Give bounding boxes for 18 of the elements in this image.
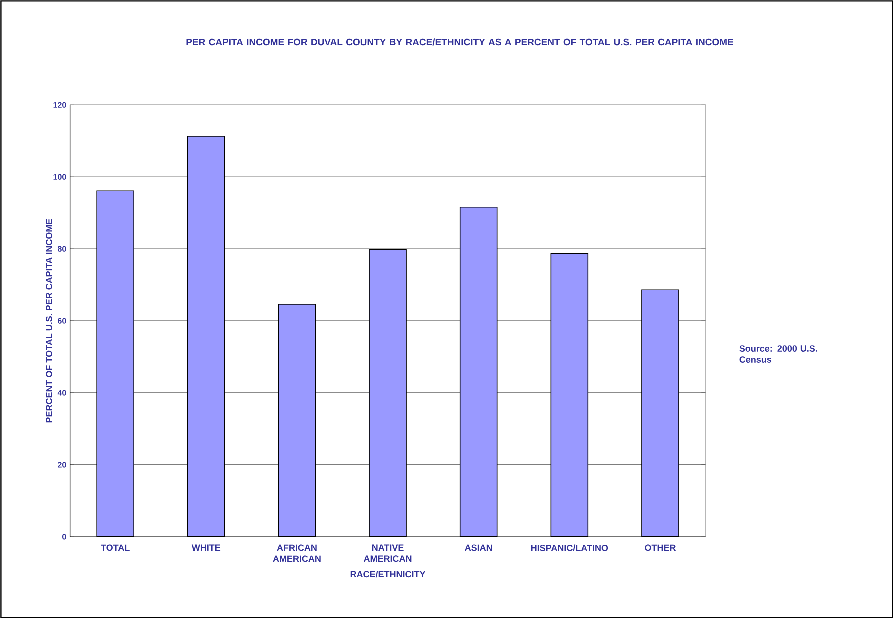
x-tick-label: HISPANIC/LATINO (531, 544, 608, 552)
x-tick-label: NATIVE AMERICAN (364, 544, 412, 562)
bar (188, 136, 226, 537)
source-note: Source: 2000 U.S. Census (740, 346, 818, 363)
x-tick-label: WHITE (192, 544, 221, 551)
bar (369, 249, 407, 537)
x-tick-label: ASIAN (465, 544, 492, 552)
x-axis-title: RACE/ETHNICITY (350, 570, 426, 578)
bar (550, 253, 589, 537)
bar (278, 304, 316, 537)
y-axis-title: PERCENT OF TOTAL U.S. PER CAPITA INCOME (46, 219, 52, 423)
bar (460, 206, 498, 537)
chart-title: PER CAPITA INCOME FOR DUVAL COUNTY BY RACE/ETHNICITY AS A PERCENT OF TOTAL U.S. PER CAPITA INCOME (186, 38, 734, 46)
bar (96, 190, 134, 537)
x-tick-label: AFRICAN AMERICAN (273, 544, 321, 562)
x-tick-label: TOTAL (101, 544, 130, 552)
x-tick-label: OTHER (645, 544, 676, 552)
bar (642, 290, 680, 537)
